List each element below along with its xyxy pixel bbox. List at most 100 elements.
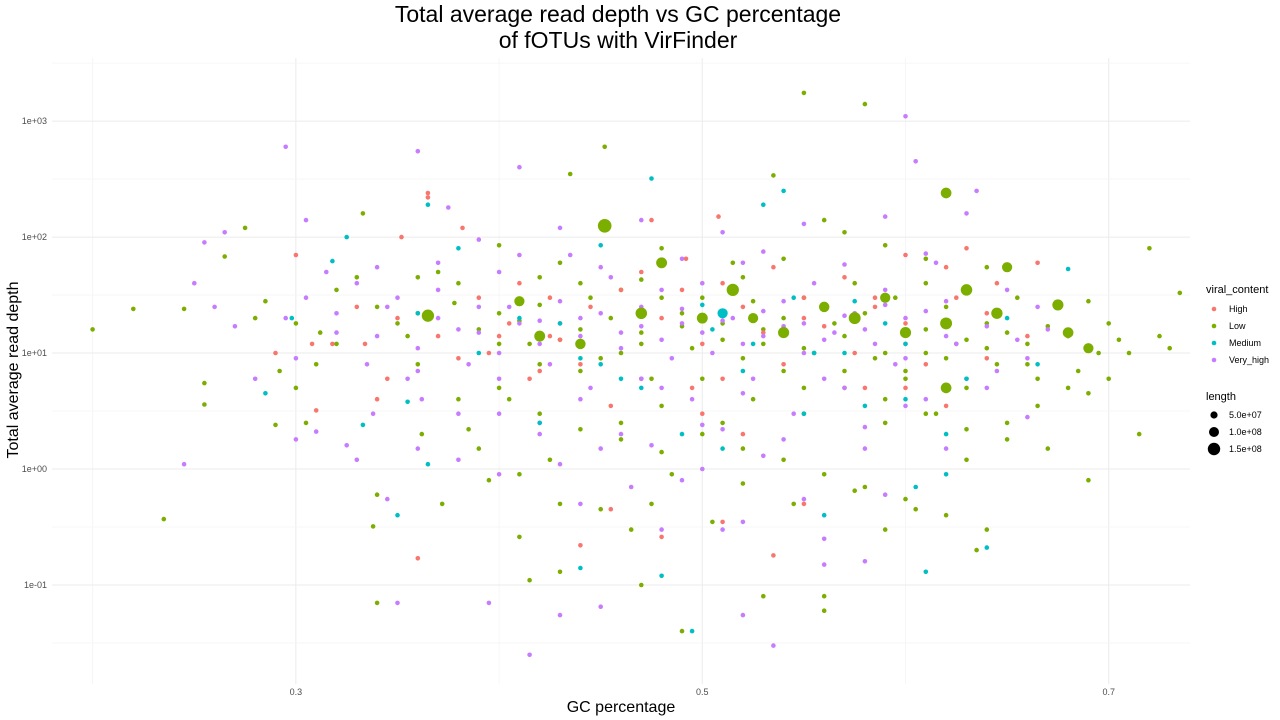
data-point-very-high [557, 612, 563, 618]
data-point-low [862, 484, 868, 490]
data-point-large-low [421, 309, 435, 322]
data-point-medium [903, 341, 908, 347]
data-point-medium [578, 565, 583, 571]
data-point-high [547, 295, 553, 301]
data-point-very-high [821, 337, 827, 343]
data-point-low [679, 311, 685, 316]
data-point-low [1015, 295, 1020, 301]
data-point-high [781, 362, 786, 367]
data-point-very-high [419, 396, 425, 402]
data-point-low [313, 362, 319, 367]
data-point-high [362, 341, 368, 347]
data-point-low [852, 488, 857, 494]
legend-viral-content: viral_content High Low Medium Very_high [1206, 284, 1269, 365]
data-point-low [882, 396, 888, 402]
data-point-low [354, 275, 360, 280]
data-point-very-high [252, 376, 258, 382]
y-axis-ticks: 1e-01 1e+00 1e+01 1e+02 1e+03 [22, 116, 47, 590]
data-point-low [1035, 403, 1040, 409]
legend-size-label: 5.0e+07 [1229, 410, 1262, 420]
data-point-large-low [818, 301, 830, 313]
data-point-medium [639, 385, 644, 391]
data-point-very-high [222, 230, 227, 235]
data-point-low [781, 315, 786, 321]
data-point-very-high [750, 376, 756, 382]
data-point-very-high [466, 362, 471, 367]
data-point-very-high [517, 252, 522, 258]
data-point-medium [913, 484, 918, 490]
data-point-large-medium [717, 308, 728, 319]
data-point-very-high [639, 376, 644, 382]
data-point-low [923, 256, 929, 262]
data-point-low [496, 341, 502, 347]
data-point-low [761, 341, 766, 347]
data-point-low [679, 628, 685, 634]
data-point-medium [598, 243, 603, 248]
data-point-large-low [726, 283, 739, 297]
data-point-very-high [781, 298, 786, 304]
data-point-medium [943, 431, 949, 437]
data-point-very-high [456, 457, 461, 463]
data-point-large-low [1001, 262, 1013, 273]
data-point-very-high [740, 612, 746, 618]
legend-size-title: length [1206, 391, 1236, 403]
data-point-low [415, 362, 421, 367]
data-point-low [923, 411, 929, 417]
data-point-very-high [192, 280, 197, 286]
data-point-very-high [700, 330, 705, 335]
data-point-very-high [324, 269, 329, 275]
data-point-low [740, 275, 746, 280]
legend-size-key [1210, 411, 1218, 419]
data-point-very-high [943, 446, 949, 451]
data-point-very-high [771, 643, 776, 648]
data-point-very-high [374, 333, 380, 339]
data-point-very-high [923, 251, 929, 256]
data-point-low [293, 385, 299, 391]
data-point-very-high [283, 144, 289, 150]
data-point-low [527, 341, 532, 347]
data-point-high [954, 295, 959, 301]
data-point-high [415, 556, 421, 561]
data-point-very-high [415, 345, 421, 351]
legend-label-medium: Medium [1229, 338, 1261, 348]
data-point-very-high [903, 114, 908, 119]
data-point-very-high [567, 252, 573, 258]
data-point-very-high [588, 385, 593, 391]
data-point-high [578, 362, 583, 367]
data-point-very-high [385, 496, 390, 502]
data-point-high [923, 362, 929, 367]
data-point-very-high [1035, 304, 1040, 310]
data-point-low [405, 333, 410, 339]
data-point-medium [862, 403, 868, 409]
data-point-very-high [659, 337, 664, 343]
data-point-very-high [882, 214, 888, 219]
data-point-medium [263, 391, 268, 396]
y-tick-label: 1e+00 [22, 464, 47, 474]
data-point-low [537, 275, 542, 280]
data-point-very-high [435, 315, 441, 321]
data-point-very-high [679, 321, 685, 326]
data-point-large-low [899, 327, 912, 339]
data-point-low [639, 582, 644, 588]
data-point-high [842, 275, 847, 280]
data-point-high [537, 368, 542, 374]
data-point-low [537, 362, 542, 367]
data-point-very-high [496, 376, 502, 382]
legend-key-very-high [1211, 357, 1217, 363]
data-point-low [334, 341, 339, 347]
data-point-very-high [659, 527, 664, 532]
data-point-medium [740, 368, 746, 374]
data-point-high [679, 287, 685, 293]
data-point-low [832, 321, 837, 326]
data-point-very-high [882, 492, 888, 498]
data-point-high [903, 321, 908, 326]
data-point-medium [984, 545, 990, 550]
data-point-very-high [821, 536, 827, 542]
data-point-very-high [761, 453, 766, 459]
data-point-low [964, 337, 969, 343]
data-point-high [578, 543, 583, 548]
data-point-high [771, 553, 776, 558]
chart-title-line-1: Total average read depth vs GC percentag… [395, 1, 841, 27]
data-point-very-high [496, 269, 502, 275]
